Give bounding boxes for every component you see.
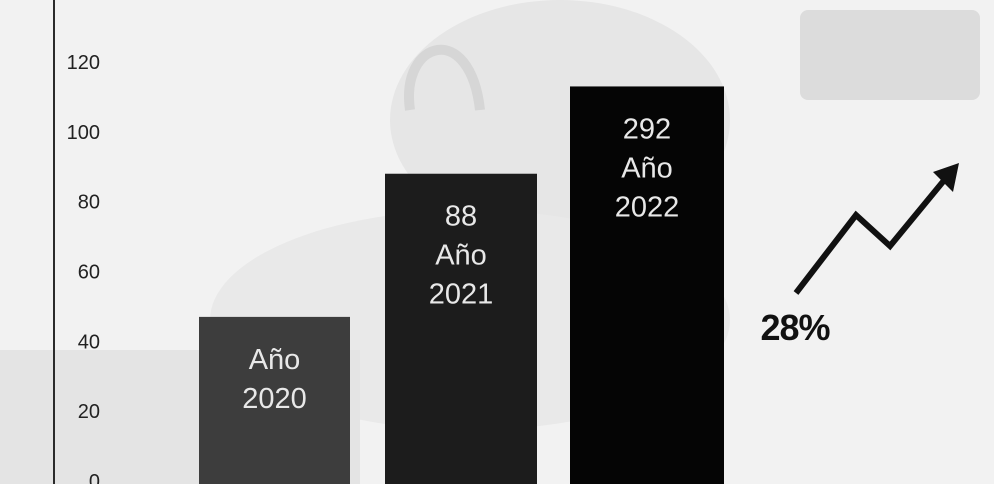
annotation-percentage: 28%: [760, 307, 830, 348]
y-tick-label: 120: [67, 52, 100, 74]
bar-label-line: 2020: [242, 383, 307, 415]
y-tick-label: 40: [78, 331, 100, 353]
bar-label-line: 2021: [429, 279, 494, 311]
trend-arrow-icon: [793, 163, 959, 295]
y-tick-label: 100: [67, 122, 100, 144]
bar-3: [570, 86, 724, 484]
y-tick-label: 20: [78, 401, 100, 423]
bar-labels: Año 2020 88 Año 2021 292 Año 2022: [242, 113, 679, 414]
bar-1: [199, 316, 350, 484]
bars: [199, 86, 724, 484]
bar-label-line: 88: [445, 201, 477, 233]
bar-label-line: Año: [621, 152, 673, 184]
bar-2: [385, 173, 537, 484]
bar-label-line: 292: [623, 113, 671, 145]
y-axis-ticks: 0 20 40 60 80 100 120: [67, 52, 100, 484]
y-tick-label: 80: [78, 192, 100, 214]
y-tick-label: 0: [89, 471, 100, 484]
bar-label-line: 2022: [615, 191, 680, 223]
bar-label-line: Año: [249, 344, 301, 376]
bar-label-line: Año: [435, 240, 487, 272]
y-tick-label: 60: [78, 262, 100, 284]
